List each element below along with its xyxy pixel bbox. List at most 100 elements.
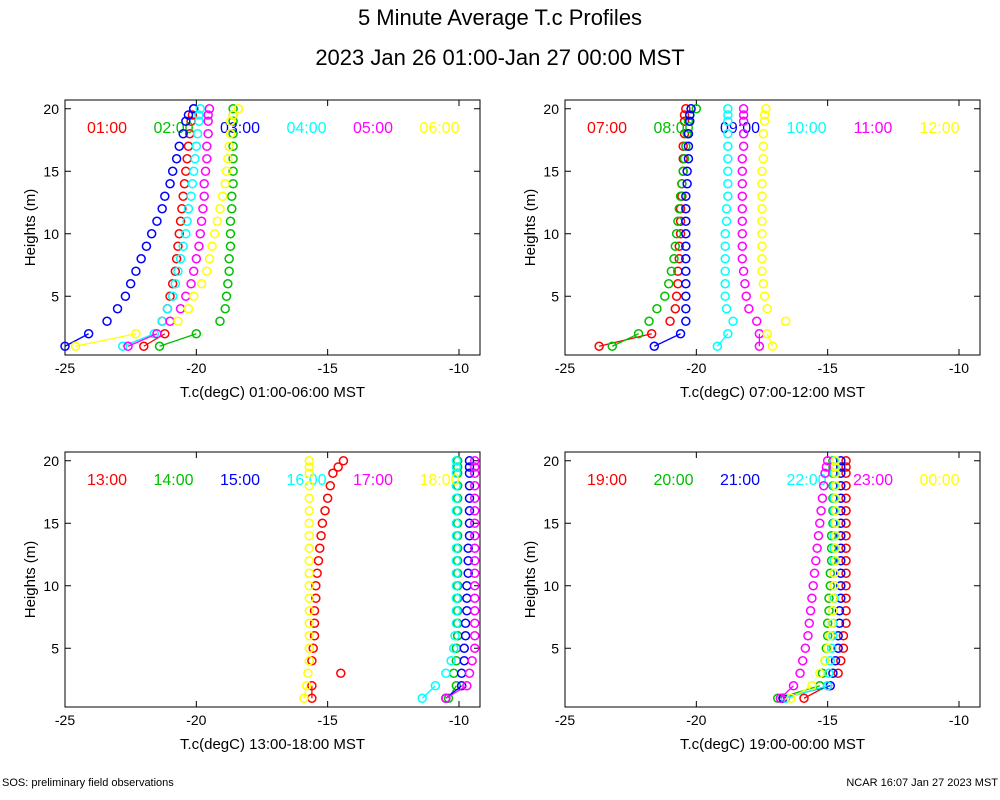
series-1300 [307,456,349,703]
data-point [223,279,233,289]
data-point [836,481,846,491]
data-point [451,531,462,541]
x-tick-label: -15 [318,360,338,376]
data-point [817,493,828,503]
data-point [152,329,162,339]
x-tick-label: -20 [186,712,206,728]
legend-label: 01:00 [87,120,127,137]
data-point [463,568,473,578]
data-point [830,656,841,666]
data-point [173,316,183,326]
data-point [175,254,186,264]
series-2200 [780,456,839,703]
data-point [304,643,315,653]
data-point [451,581,462,591]
legend-label: 08:00 [653,120,693,137]
data-point [304,518,315,528]
data-point [469,531,480,541]
data-point [170,279,181,289]
data-point [325,481,336,491]
data-point [797,656,808,666]
data-point [320,506,330,516]
data-point [836,543,846,553]
series-1900 [799,456,851,703]
series-1600 [417,456,462,703]
series-2300 [775,456,833,703]
data-point [723,141,733,151]
data-point [451,456,462,466]
data-point [822,618,833,628]
data-point [469,568,480,578]
data-point [836,568,846,578]
data-point [304,618,315,628]
data-point [757,254,767,264]
data-point [182,154,192,164]
data-point [304,606,315,616]
data-point [202,266,212,276]
data-point [217,191,228,201]
y-tick-label: 10 [543,578,559,594]
data-point [836,581,846,591]
data-point [120,291,131,301]
data-point [836,506,846,516]
data-point [304,631,315,641]
data-point [199,191,209,201]
data-point [775,693,786,703]
data-point [451,493,462,503]
data-point [818,481,829,491]
data-point [451,568,462,578]
data-point [157,316,167,326]
data-point [469,581,480,591]
data-point [443,693,454,703]
data-point [467,656,477,666]
data-point [112,304,123,314]
legend-label: 04:00 [286,120,326,137]
data-point [825,656,836,666]
plot-frame [64,99,481,356]
series-2000 [773,456,838,703]
data-point [738,129,749,139]
x-tick-label: -25 [555,712,575,728]
x-tick-label: -20 [686,712,706,728]
legend-label: 21:00 [720,472,760,489]
data-point [160,191,170,201]
page-subtitle: 2023 Jan 26 01:00-Jan 27 00:00 MST [315,45,685,70]
data-point [173,266,183,276]
data-point [304,456,315,466]
data-point [186,191,196,201]
data-point [681,316,691,326]
data-point [183,304,194,314]
y-tick-label: 20 [43,101,59,117]
data-point [118,341,128,351]
data-point [841,456,851,466]
legend-label: 11:00 [854,120,893,137]
data-point [463,556,473,566]
series-1000 [712,104,738,351]
data-point [469,493,480,503]
data-point [723,116,733,126]
data-point [430,681,441,691]
data-point [594,341,604,351]
data-point [757,241,767,251]
x-axis-label: T.c(degC) 07:00-12:00 MST [680,384,865,401]
data-point [225,241,236,251]
data-point [451,543,462,553]
data-point [451,606,462,616]
legend-label: 13:00 [87,472,127,489]
data-point [220,179,230,189]
data-point [304,531,315,541]
data-point [712,341,723,351]
data-point [188,166,199,176]
x-tick-label: -25 [555,360,575,376]
data-point [737,179,748,189]
y-axis-label: Heights (m) [522,541,539,619]
data-point [469,462,480,472]
data-point [723,154,733,164]
data-point [681,191,691,201]
y-tick-label: 15 [543,163,559,179]
y-tick-label: 5 [51,288,59,304]
data-point [817,668,828,678]
data-point [815,518,825,528]
legend-label: 16:00 [286,472,326,489]
data-point [469,631,480,641]
